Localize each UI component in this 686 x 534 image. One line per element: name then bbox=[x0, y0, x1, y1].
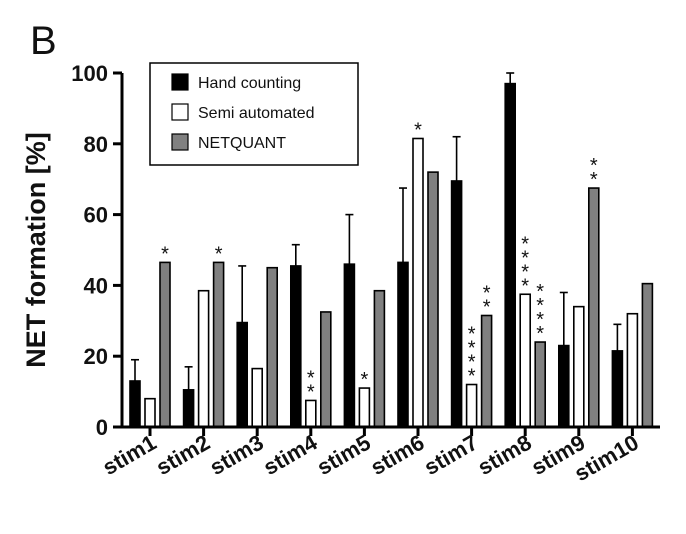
y-tick-label: 100 bbox=[71, 61, 108, 86]
bar-semi-automated-stim10 bbox=[626, 312, 639, 428]
significance-star: * bbox=[215, 243, 223, 265]
significance-star: * bbox=[307, 381, 315, 403]
bar-semi-automated-stim4 bbox=[304, 399, 317, 428]
y-axis-label: NET formation [%] bbox=[21, 132, 51, 368]
bar-netquant-stim10 bbox=[641, 282, 654, 428]
bar-hand-counting-stim9 bbox=[557, 344, 570, 428]
legend-swatch bbox=[171, 73, 189, 91]
y-axis: 0 20 40 60 80 100 bbox=[71, 61, 122, 440]
bar-hand-counting-stim2 bbox=[182, 389, 195, 428]
significance-star: * bbox=[361, 369, 369, 391]
significance-star: * bbox=[590, 155, 598, 177]
significance-star: * bbox=[536, 323, 544, 345]
significance-star: * bbox=[414, 119, 422, 141]
legend-label: NETQUANT bbox=[198, 135, 286, 152]
bar-hand-counting-stim4 bbox=[289, 265, 302, 428]
bar-hand-counting-stim8 bbox=[504, 82, 517, 428]
legend-swatch bbox=[171, 133, 189, 151]
significance-star: * bbox=[483, 296, 491, 318]
bar-hand-counting-stim6 bbox=[397, 261, 409, 428]
significance-star: * bbox=[521, 247, 529, 269]
axes bbox=[120, 73, 660, 429]
bar-semi-automated-stim7 bbox=[465, 383, 478, 428]
x-tick-label: stim7 bbox=[420, 430, 482, 480]
y-tick-label: 60 bbox=[84, 203, 108, 228]
x-tick-label: stim8 bbox=[473, 430, 535, 480]
legend: Hand counting Semi automated NETQUANT bbox=[149, 62, 359, 166]
bar-semi-automated-stim1 bbox=[144, 397, 156, 428]
significance-star: * bbox=[468, 338, 476, 360]
bar-hand-counting-stim7 bbox=[450, 180, 463, 428]
bar-semi-automated-stim5 bbox=[358, 387, 371, 428]
significance-star: * bbox=[590, 169, 598, 191]
bar-netquant-stim5 bbox=[373, 289, 386, 428]
bar-semi-automated-stim6 bbox=[412, 137, 424, 428]
x-tick-label: stim2 bbox=[152, 430, 214, 480]
significance-star: * bbox=[307, 367, 315, 389]
significance-star: * bbox=[521, 233, 529, 255]
bar-netquant-stim4 bbox=[319, 311, 332, 428]
legend-swatch bbox=[171, 103, 189, 121]
significance-star: * bbox=[483, 282, 491, 304]
y-tick-label: 20 bbox=[84, 344, 108, 369]
bar-netquant-stim6 bbox=[427, 171, 439, 428]
significance-star: * bbox=[536, 281, 544, 303]
bar-semi-automated-stim9 bbox=[572, 305, 585, 428]
significance-star: * bbox=[468, 324, 476, 346]
x-tick-label: stim6 bbox=[366, 430, 428, 480]
panel-letter: B bbox=[30, 19, 57, 63]
significance-star: * bbox=[521, 275, 529, 297]
significance-star: * bbox=[468, 352, 476, 374]
bar-netquant-stim1 bbox=[159, 261, 171, 428]
bar-semi-automated-stim2 bbox=[197, 289, 210, 428]
bar-netquant-stim3 bbox=[266, 266, 279, 428]
significance-star: * bbox=[536, 309, 544, 331]
bar-netquant-stim7 bbox=[480, 314, 493, 428]
bar-netquant-stim9 bbox=[587, 187, 600, 428]
x-tick-label: stim5 bbox=[313, 430, 375, 480]
bar-semi-automated-stim8 bbox=[519, 293, 532, 428]
legend-label: Semi automated bbox=[198, 105, 315, 122]
significance-star: * bbox=[161, 243, 169, 265]
bar-hand-counting-stim1 bbox=[129, 380, 141, 428]
bar-hand-counting-stim10 bbox=[611, 350, 624, 428]
x-tick-label: stim3 bbox=[205, 430, 267, 480]
significance-star: * bbox=[521, 261, 529, 283]
x-axis: stim1stim2stim3stim4stim5stim6stim7stim8… bbox=[98, 427, 643, 486]
bar-hand-counting-stim3 bbox=[236, 321, 248, 428]
significance-star: * bbox=[536, 295, 544, 317]
significance-star: * bbox=[468, 366, 476, 388]
y-tick-label: 80 bbox=[84, 132, 108, 157]
bar-netquant-stim8 bbox=[534, 341, 547, 428]
y-tick-label: 0 bbox=[96, 415, 108, 440]
bar-hand-counting-stim5 bbox=[343, 263, 356, 428]
legend-label: Hand counting bbox=[198, 75, 301, 92]
y-tick-label: 40 bbox=[84, 273, 108, 298]
bar-netquant-stim2 bbox=[212, 261, 225, 428]
bar-series: ** *********** ********* bbox=[129, 72, 654, 428]
x-tick-label: stim4 bbox=[259, 429, 322, 480]
bar-semi-automated-stim3 bbox=[251, 367, 263, 428]
